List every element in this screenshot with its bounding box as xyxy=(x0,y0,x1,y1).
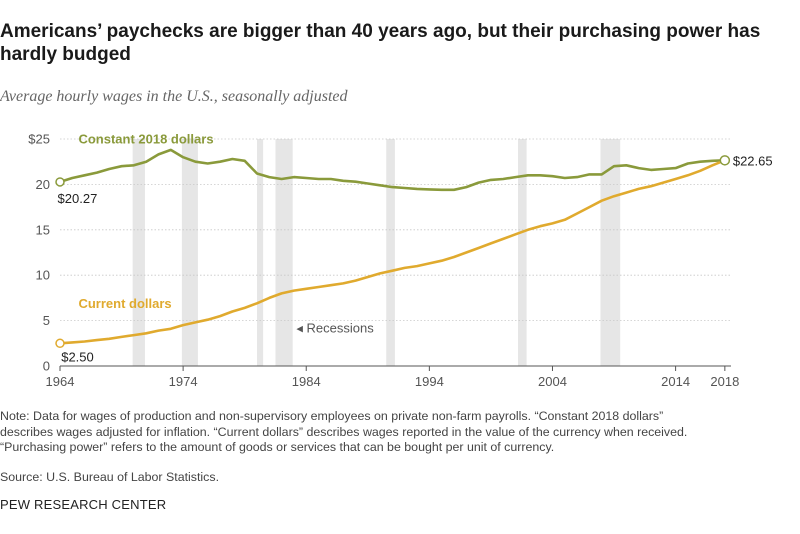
x-tick-label: 2004 xyxy=(538,374,567,389)
gridlines: 0 5 10 15 20 $25 xyxy=(28,132,731,374)
recession-band xyxy=(386,139,395,366)
x-tick-label: 1974 xyxy=(169,374,198,389)
y-tick-label: 10 xyxy=(36,268,50,283)
note-line-1: Note: Data for wages of production and n… xyxy=(0,409,664,423)
y-tick-label: $25 xyxy=(28,132,50,147)
source-note: Source: U.S. Bureau of Labor Statistics. xyxy=(0,470,220,484)
y-tick-label: 0 xyxy=(43,359,50,374)
end-value: $22.65 xyxy=(733,153,773,168)
recession-label: ◂ Recessions xyxy=(296,320,374,335)
recession-band xyxy=(132,139,145,366)
series-labels: Constant 2018 dollars Current dollars $20.… xyxy=(58,132,773,365)
wage-line-chart: ◂ Recessions 0 5 10 15 20 $25 1964 1974 1984 199… xyxy=(28,132,773,390)
y-tick-label: 20 xyxy=(36,177,50,192)
series-label-current: Current dollars xyxy=(78,296,171,311)
start-value-current: $2.50 xyxy=(61,349,94,364)
note-line-3: “Purchasing power” refers to the amount … xyxy=(0,440,555,454)
x-tick-label: 2018 xyxy=(710,374,739,389)
x-tick-label: 2014 xyxy=(661,374,690,389)
end-marker xyxy=(719,155,731,166)
constant-dollars-line xyxy=(58,148,727,192)
recession-band xyxy=(275,139,293,366)
series-lines xyxy=(55,148,731,349)
x-axis: 1964 1974 1984 1994 2004 2014 2018 xyxy=(46,366,739,389)
x-tick-label: 1984 xyxy=(292,374,321,389)
y-tick-label: 5 xyxy=(43,313,50,328)
series-label-constant: Constant 2018 dollars xyxy=(78,132,213,147)
recession-band xyxy=(181,139,198,366)
start-marker xyxy=(55,177,65,187)
recession-band xyxy=(518,139,527,366)
x-tick-label: 1994 xyxy=(415,374,444,389)
pew-logo-text: PEW RESEARCH CENTER xyxy=(0,497,167,512)
start-value-constant: $20.27 xyxy=(58,191,98,206)
note-line-2: describes wages adjusted for inflation. … xyxy=(0,424,688,439)
recession-bands: ◂ Recessions xyxy=(132,139,621,366)
recession-band xyxy=(256,139,264,366)
current-dollars-line xyxy=(58,159,727,345)
chart-note: Note: Data for wages of production and n… xyxy=(0,409,796,456)
x-tick-label: 1964 xyxy=(46,374,75,389)
y-tick-label: 15 xyxy=(36,222,50,237)
chart-title: Americans’ paychecks are bigger than 40 … xyxy=(0,21,761,65)
start-marker xyxy=(55,338,65,349)
chart-subtitle: Average hourly wages in the U.S., season… xyxy=(0,88,348,105)
